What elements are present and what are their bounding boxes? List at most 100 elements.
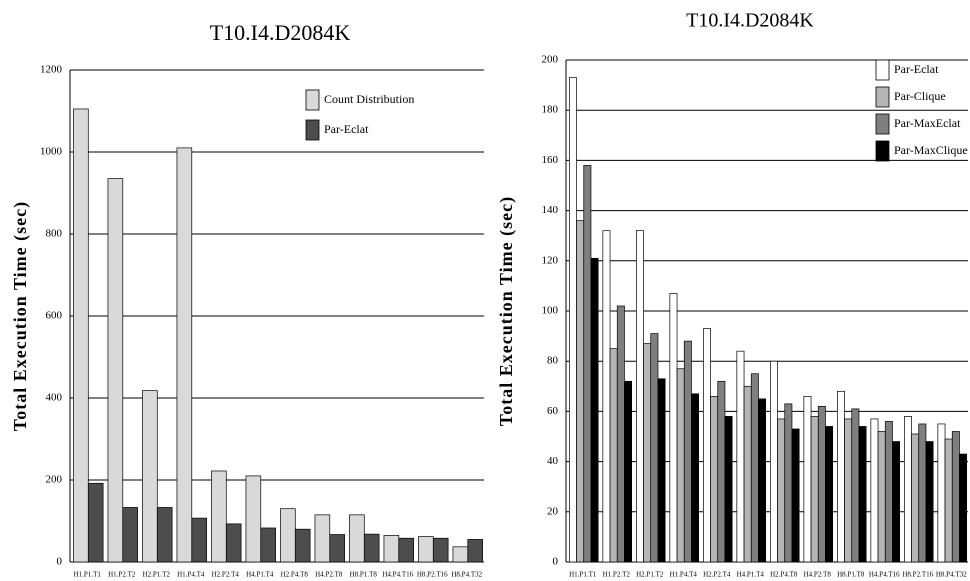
- bar: [107, 178, 124, 563]
- x-tick-label: H2.P4.T8: [770, 571, 798, 579]
- x-tick-label: H1.P2.T2: [603, 571, 631, 579]
- legend-swatch: [875, 59, 890, 81]
- x-tick-label: H8.P2.T16: [902, 571, 933, 579]
- x-tick-label: H1.P1.T1: [569, 571, 597, 579]
- bar: [925, 441, 934, 563]
- bar: [836, 390, 845, 563]
- bar: [191, 517, 207, 563]
- chart-title: T10.I4.D2084K: [686, 10, 814, 32]
- bar: [568, 77, 577, 563]
- bar: [602, 230, 611, 563]
- bar: [643, 343, 652, 563]
- bar: [791, 428, 800, 563]
- bar: [142, 390, 158, 563]
- y-tick-label: 120: [542, 254, 559, 266]
- bar: [349, 514, 365, 563]
- x-tick-label: H4.P4.T16: [382, 571, 413, 579]
- y-tick-label: 800: [46, 228, 63, 240]
- bar: [225, 523, 242, 563]
- y-tick-label: 400: [46, 392, 63, 404]
- bar: [383, 534, 400, 563]
- bar: [609, 348, 618, 563]
- legend-label: Count Distribution: [324, 92, 414, 106]
- bar: [851, 408, 860, 563]
- y-tick-label: 60: [547, 405, 559, 417]
- bar: [903, 416, 912, 563]
- legend-swatch: [875, 140, 890, 162]
- bar: [769, 360, 778, 563]
- bar: [583, 165, 592, 563]
- bar: [784, 403, 793, 563]
- bar: [576, 220, 585, 563]
- x-tick-label: H8.P4.T32: [451, 571, 482, 579]
- y-tick-label: 100: [542, 305, 559, 317]
- bar: [877, 431, 886, 563]
- bar: [314, 514, 331, 563]
- x-tick-label: H4.P4.T16: [869, 571, 900, 579]
- bar: [777, 418, 786, 563]
- bar: [432, 537, 449, 563]
- x-tick-label: H8.P2.T16: [417, 571, 448, 579]
- bar: [691, 393, 700, 563]
- bar: [750, 373, 759, 563]
- x-tick-label: H4.P2.T8: [804, 571, 832, 579]
- bar: [959, 453, 968, 563]
- y-tick-label: 1000: [40, 146, 63, 158]
- bar: [710, 395, 719, 563]
- y-axis-label: Total Execution Time (sec): [496, 196, 517, 426]
- x-tick-label: H2.P1.T2: [143, 571, 171, 579]
- y-tick-label: 600: [46, 310, 63, 322]
- bar: [650, 333, 659, 563]
- bar: [951, 431, 960, 563]
- bar: [803, 395, 812, 563]
- x-tick-label: H8.P1.T8: [350, 571, 378, 579]
- bar: [245, 475, 262, 563]
- y-tick-label: 0: [553, 556, 559, 568]
- y-axis-label: Total Execution Time (sec): [10, 201, 31, 431]
- legend-label: Par-MaxClique: [894, 143, 968, 157]
- bar: [176, 147, 193, 563]
- y-tick-label: 160: [542, 154, 559, 166]
- x-tick-label: H1.P2.T2: [108, 571, 136, 579]
- x-tick-label: H8.P4.T32: [936, 571, 967, 579]
- bar: [743, 385, 752, 563]
- bar: [702, 328, 711, 563]
- bar: [669, 293, 678, 563]
- y-tick-label: 80: [547, 355, 559, 367]
- legend-label: Par-Clique: [894, 89, 946, 103]
- x-tick-label: H8.P1.T8: [837, 571, 865, 579]
- x-tick-label: H4.P2.T8: [315, 571, 343, 579]
- bar: [937, 423, 946, 563]
- bar: [858, 426, 867, 563]
- x-tick-label: H1.P1.T1: [74, 571, 102, 579]
- bar: [156, 507, 173, 563]
- legend-swatch: [305, 89, 320, 111]
- x-tick-label: H2.P2.T4: [212, 571, 240, 579]
- x-tick-label: H1.P4.T4: [177, 571, 205, 579]
- legend-label: Par-Eclat: [324, 122, 369, 136]
- y-tick-label: 180: [542, 104, 559, 116]
- y-tick-label: 200: [542, 54, 559, 66]
- y-tick-label: 200: [46, 474, 63, 486]
- legend-swatch: [305, 119, 320, 141]
- bar: [870, 418, 879, 563]
- legend-label: Par-MaxEclat: [894, 116, 961, 130]
- bar: [657, 378, 666, 563]
- bar: [758, 398, 767, 563]
- y-tick-label: 1200: [40, 64, 63, 76]
- y-tick-label: 20: [547, 505, 559, 517]
- bar: [73, 108, 89, 563]
- bar: [825, 426, 834, 563]
- bar: [467, 539, 483, 563]
- bar: [918, 423, 927, 563]
- bar: [736, 350, 745, 563]
- chart-title: T10.I4.D2084K: [210, 20, 351, 45]
- bar: [683, 340, 692, 563]
- bar: [590, 257, 599, 563]
- x-tick-label: H4.P1.T4: [737, 571, 765, 579]
- x-tick-label: H1.P4.T4: [670, 571, 698, 579]
- bar: [122, 507, 138, 563]
- bar: [635, 230, 644, 563]
- x-tick-label: H2.P2.T4: [703, 571, 731, 579]
